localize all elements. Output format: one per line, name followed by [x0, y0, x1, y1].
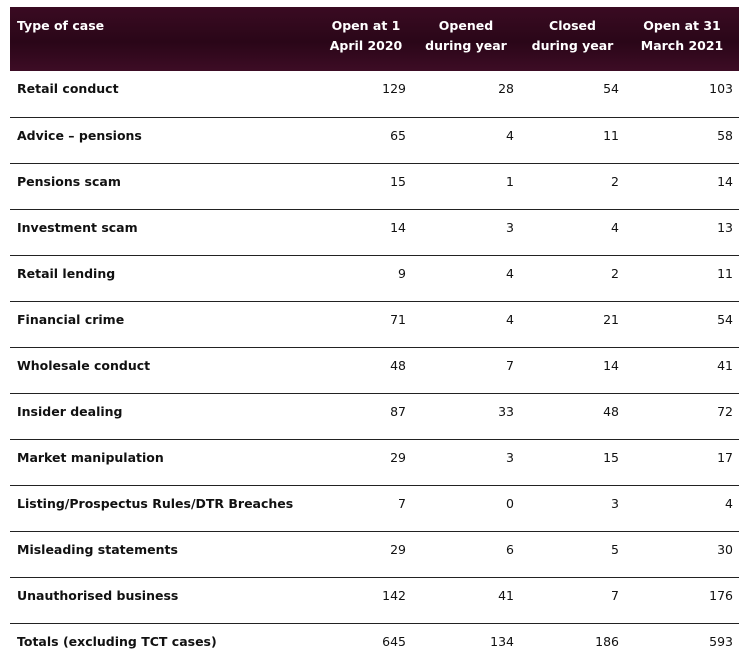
number-cell: 186: [595, 633, 619, 649]
number-cell: 7: [320, 485, 412, 532]
cases-table: Type of case Open at 1 April 2020 Opened d…: [10, 7, 739, 665]
case-type-cell: Wholesale conduct: [10, 347, 320, 394]
number-cell: 28: [412, 71, 520, 118]
case-type-cell: Unauthorised business: [10, 577, 320, 624]
table-row: Market manipulation 29 3 15 17: [10, 439, 739, 486]
number-cell: 4: [520, 209, 625, 256]
number-cell: 5: [520, 531, 625, 578]
number-cell: 134: [490, 633, 514, 649]
number-cell: 54: [520, 71, 625, 118]
number-cell: 29: [320, 439, 412, 486]
table-body: Retail conduct 129 28 54 103 Advice – pension…: [10, 71, 739, 665]
header-row: Type of case Open at 1 April 2020 Opened d…: [10, 7, 739, 71]
number-cell: 6: [412, 531, 520, 578]
number-cell: 3: [412, 209, 520, 256]
number-cell: 2: [520, 163, 625, 210]
number-cell: 65: [320, 117, 412, 164]
number-cell: 29: [320, 531, 412, 578]
number-cell: 87: [320, 393, 412, 440]
number-cell: 15: [320, 163, 412, 210]
number-cell: 645: [382, 633, 406, 649]
table-row: Retail conduct 129 28 54 103: [10, 71, 739, 118]
number-cell: 13: [625, 209, 739, 256]
case-type-cell: Investment scam: [10, 209, 320, 256]
case-type-cell: Totals (excluding TCT cases): [17, 633, 217, 649]
table-row: Financial crime 71 4 21 54: [10, 301, 739, 348]
number-cell: 41: [412, 577, 520, 624]
number-cell: 593: [709, 633, 733, 649]
number-cell: 41: [625, 347, 739, 394]
number-cell: 3: [520, 485, 625, 532]
number-cell: 71: [320, 301, 412, 348]
table-row: Advice – pensions 65 4 11 58: [10, 117, 739, 164]
table-row: Unauthorised business 142 41 7 176: [10, 577, 739, 624]
table-row: Retail lending 9 4 2 11: [10, 255, 739, 302]
number-cell: 176: [625, 577, 739, 624]
number-cell: 14: [520, 347, 625, 394]
number-cell: 142: [320, 577, 412, 624]
number-cell: 14: [625, 163, 739, 210]
case-type-cell: Advice – pensions: [10, 117, 320, 164]
header-cell: Type of case: [10, 7, 320, 71]
number-cell: 72: [625, 393, 739, 440]
number-cell: 48: [320, 347, 412, 394]
table-row: Pensions scam 15 1 2 14: [10, 163, 739, 210]
number-cell: 7: [520, 577, 625, 624]
number-cell: 11: [520, 117, 625, 164]
number-cell: 4: [412, 301, 520, 348]
table-row: Totals (excluding TCT cases) 645 134 186 593: [10, 623, 739, 665]
table-row: Wholesale conduct 48 7 14 41: [10, 347, 739, 394]
number-cell: 14: [320, 209, 412, 256]
case-type-cell: Financial crime: [10, 301, 320, 348]
number-cell: 1: [412, 163, 520, 210]
case-type-cell: Listing/Prospectus Rules/DTR Breaches: [10, 485, 320, 532]
number-cell: 3: [412, 439, 520, 486]
number-cell: 54: [625, 301, 739, 348]
number-cell: 2: [520, 255, 625, 302]
number-cell: 21: [520, 301, 625, 348]
number-cell: 58: [625, 117, 739, 164]
number-cell: 17: [625, 439, 739, 486]
header-cell: Opened during year: [412, 7, 520, 71]
case-type-cell: Retail lending: [10, 255, 320, 302]
number-cell: 4: [625, 485, 739, 532]
number-cell: 4: [412, 255, 520, 302]
header-cell: Open at 31 March 2021: [625, 7, 739, 71]
case-type-cell: Retail conduct: [10, 71, 320, 118]
case-type-cell: Market manipulation: [10, 439, 320, 486]
header-cell: Closed during year: [520, 7, 625, 71]
table-row: Investment scam 14 3 4 13: [10, 209, 739, 256]
case-type-cell: Pensions scam: [10, 163, 320, 210]
header-cell: Open at 1 April 2020: [320, 7, 412, 71]
table-row: Insider dealing 87 33 48 72: [10, 393, 739, 440]
case-type-cell: Insider dealing: [10, 393, 320, 440]
number-cell: 0: [412, 485, 520, 532]
number-cell: 15: [520, 439, 625, 486]
number-cell: 103: [625, 71, 739, 118]
case-type-cell: Misleading statements: [10, 531, 320, 578]
number-cell: 11: [625, 255, 739, 302]
number-cell: 4: [412, 117, 520, 164]
number-cell: 48: [520, 393, 625, 440]
table-row: Listing/Prospectus Rules/DTR Breaches 7 0 3…: [10, 485, 739, 532]
number-cell: 33: [412, 393, 520, 440]
number-cell: 7: [412, 347, 520, 394]
number-cell: 129: [320, 71, 412, 118]
number-cell: 9: [320, 255, 412, 302]
table-row: Misleading statements 29 6 5 30: [10, 531, 739, 578]
number-cell: 30: [625, 531, 739, 578]
